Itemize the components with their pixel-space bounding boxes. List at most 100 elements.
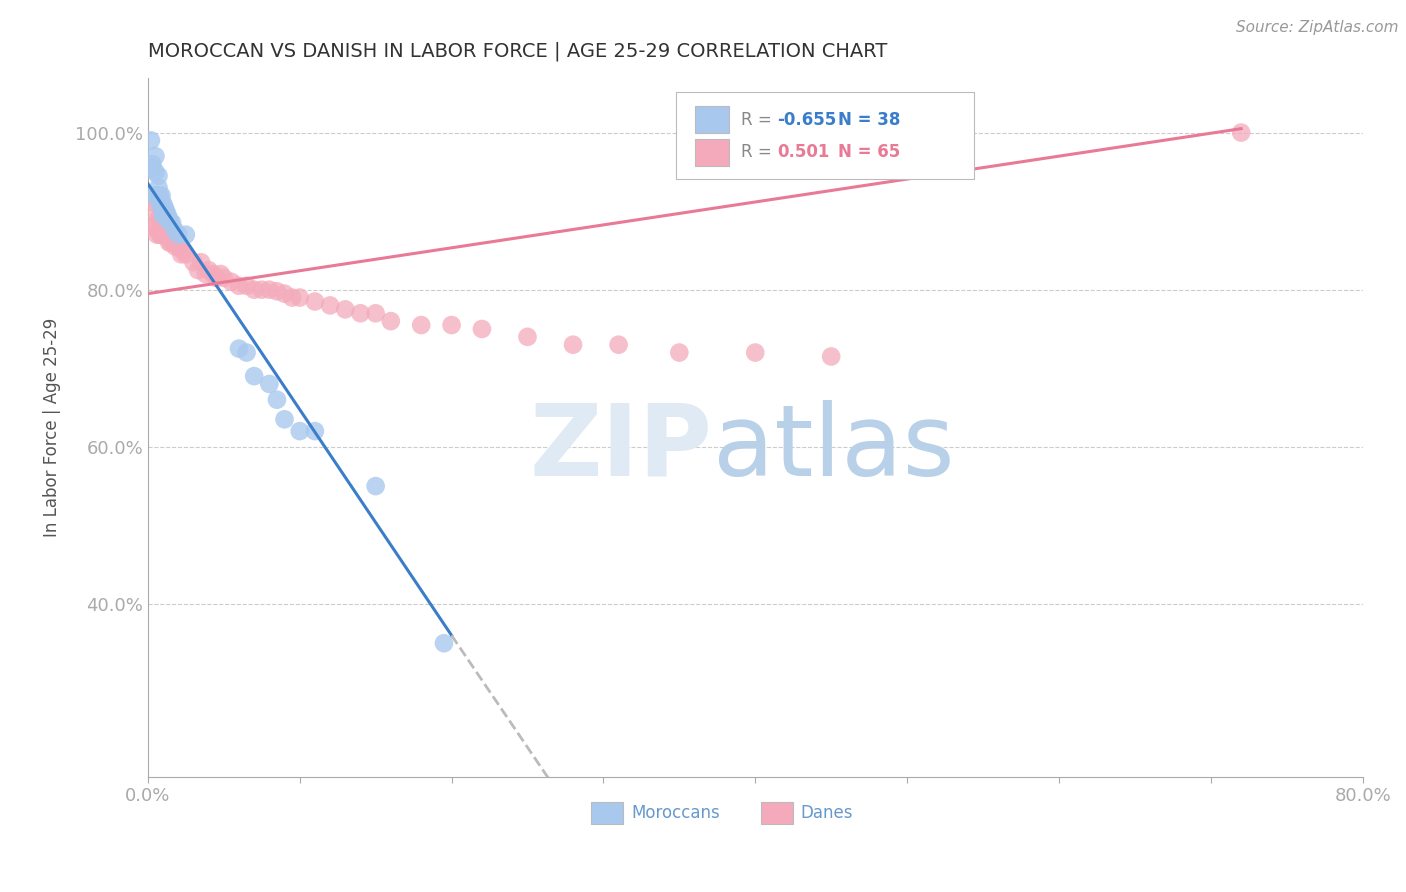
Point (155, 208, 177, 222)
Point (668, 345, 690, 359)
Point (259, 283, 281, 297)
Point (202, 267, 225, 281)
Point (562, 337, 585, 351)
Point (157, 235, 180, 250)
Point (304, 424, 326, 438)
Point (152, 208, 174, 222)
Point (228, 278, 250, 293)
Point (150, 188, 173, 202)
Point (153, 204, 176, 219)
Point (174, 247, 197, 261)
Point (349, 306, 371, 320)
Point (150, 200, 173, 214)
Point (153, 227, 176, 242)
Point (288, 291, 311, 305)
Point (190, 255, 212, 269)
FancyBboxPatch shape (761, 802, 793, 824)
Text: 0.501: 0.501 (778, 144, 830, 161)
Point (516, 330, 538, 344)
Point (273, 286, 295, 301)
Point (160, 216, 183, 230)
Point (288, 424, 311, 438)
Point (142, 188, 165, 202)
Point (250, 283, 273, 297)
Point (142, 204, 165, 219)
Y-axis label: In Labor Force | Age 25-29: In Labor Force | Age 25-29 (44, 318, 60, 537)
Point (243, 369, 266, 384)
Point (266, 392, 288, 407)
Point (155, 204, 177, 219)
Point (167, 227, 190, 242)
Point (152, 204, 174, 219)
Text: N = 65: N = 65 (838, 144, 900, 161)
Point (156, 208, 179, 222)
Point (167, 239, 190, 253)
Point (212, 271, 235, 285)
Point (139, 133, 162, 147)
Point (243, 283, 266, 297)
Point (170, 247, 193, 261)
Point (149, 196, 172, 211)
Point (141, 157, 163, 171)
Point (335, 302, 357, 317)
Point (167, 235, 190, 250)
Point (149, 224, 172, 238)
Text: MOROCCAN VS DANISH IN LABOR FORCE | AGE 25-29 CORRELATION CHART: MOROCCAN VS DANISH IN LABOR FORCE | AGE … (148, 42, 887, 62)
Point (319, 298, 342, 312)
Point (174, 227, 197, 242)
Point (163, 235, 186, 250)
Point (165, 224, 187, 238)
Point (160, 232, 183, 246)
Point (607, 337, 630, 351)
Text: N = 38: N = 38 (838, 111, 900, 128)
Point (471, 322, 494, 336)
Point (172, 244, 194, 258)
Point (145, 165, 167, 179)
Point (159, 216, 181, 230)
Point (148, 169, 170, 183)
Point (197, 263, 219, 277)
Text: R =: R = (741, 111, 776, 128)
Point (194, 267, 217, 281)
Point (150, 219, 173, 234)
Point (273, 412, 295, 426)
Point (221, 275, 243, 289)
Point (1230, 126, 1253, 140)
Point (157, 212, 180, 227)
Point (148, 224, 170, 238)
Text: atlas: atlas (713, 400, 955, 497)
Point (380, 314, 402, 328)
Point (411, 318, 433, 332)
Point (152, 204, 174, 219)
Point (183, 255, 205, 269)
Point (156, 224, 179, 238)
Text: R =: R = (741, 144, 776, 161)
Point (165, 239, 187, 253)
Point (141, 219, 163, 234)
Point (259, 376, 281, 391)
Text: -0.655: -0.655 (778, 111, 837, 128)
Point (149, 227, 172, 242)
Point (820, 350, 842, 364)
Text: Source: ZipAtlas.com: Source: ZipAtlas.com (1236, 20, 1399, 35)
FancyBboxPatch shape (695, 106, 728, 133)
Point (364, 306, 387, 320)
FancyBboxPatch shape (676, 92, 974, 179)
Point (145, 196, 167, 211)
Text: ZIP: ZIP (530, 400, 713, 497)
Text: Moroccans: Moroccans (631, 804, 720, 822)
Point (304, 294, 326, 309)
Point (205, 271, 228, 285)
Point (141, 161, 163, 175)
Point (364, 479, 387, 493)
Point (281, 291, 304, 305)
Point (155, 227, 177, 242)
Point (146, 188, 169, 202)
Point (146, 227, 169, 242)
Point (145, 149, 167, 163)
Point (156, 227, 179, 242)
Point (148, 212, 170, 227)
Point (142, 219, 165, 234)
Point (150, 227, 173, 242)
Point (440, 318, 463, 332)
